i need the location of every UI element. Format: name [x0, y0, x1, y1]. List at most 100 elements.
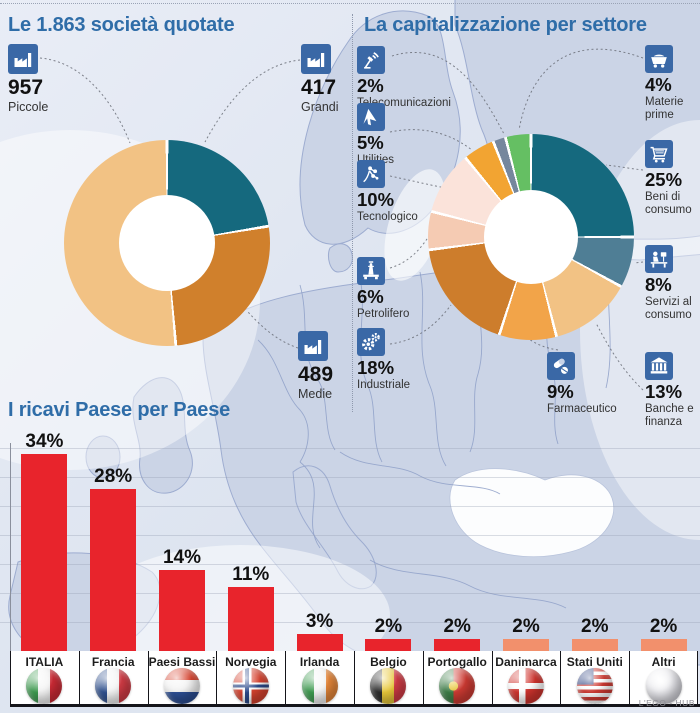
bank-icon	[645, 352, 673, 380]
bar-francia	[90, 489, 137, 651]
top-dotted-divider	[0, 3, 700, 4]
sector-label: Servizi al consumo	[645, 296, 692, 321]
bar-stati-uniti	[571, 639, 618, 651]
callout-piccole: 957 Piccole	[8, 44, 118, 114]
antenna-icon	[357, 46, 385, 74]
country-label: Portogallo	[427, 655, 487, 669]
bar-irlanda	[296, 634, 343, 651]
country-label: Belgio	[370, 655, 407, 669]
bar-value-label: 28%	[94, 466, 133, 487]
country-label: ITALIA	[25, 655, 64, 669]
sector-label: Materie prime	[645, 96, 684, 121]
grandi-count: 417	[301, 76, 337, 99]
country-label: Stati Uniti	[566, 655, 623, 669]
companies-donut-chart	[64, 140, 270, 346]
bar-norvegia	[227, 587, 274, 651]
country-label: Francia	[91, 655, 135, 669]
country-label: Paesi Bassi	[148, 655, 216, 669]
bar-danimarca	[503, 639, 549, 651]
bar-value-label: 2%	[443, 616, 471, 637]
medie-label: Medie	[298, 387, 333, 401]
oil-rig-icon	[357, 257, 385, 285]
sector-tecnologico: 10% Tecnologico	[357, 160, 507, 224]
sector-label: Tecnologico	[357, 211, 418, 223]
sector-percent: 18%	[357, 357, 395, 378]
bar-value-label: 2%	[649, 616, 678, 637]
sector-label: Beni di consumo	[645, 191, 692, 216]
bar-belgio	[365, 639, 412, 651]
piccole-count: 957	[8, 76, 44, 99]
sector-petrolifero: 6% Petrolifero	[357, 257, 507, 321]
sectors-chart-title: La capitalizzazione per settore	[364, 14, 647, 36]
sector-servizi-al-consumo: 8% Servizi al consumo	[645, 245, 700, 321]
bar-value-label: 2%	[512, 616, 540, 637]
france-flag-icon	[95, 668, 132, 704]
revenue-chart-title: I ricavi Paese per Paese	[8, 399, 231, 421]
section-dotted-divider	[352, 14, 353, 412]
sectors-donut-chart	[428, 134, 634, 340]
sector-beni-di-consumo: 25% Beni di consumo	[645, 140, 700, 216]
sector-label: Industriale	[357, 379, 411, 391]
bottom-rule	[10, 704, 700, 707]
sector-percent: 8%	[645, 274, 672, 295]
ireland-flag-icon	[301, 668, 338, 704]
sector-farmaceutico: 9% Farmaceutico	[547, 352, 657, 416]
piccole-label: Piccole	[8, 100, 49, 114]
country-label: Irlanda	[299, 655, 340, 669]
usa-flag-icon	[576, 668, 613, 704]
credit-text: L'EGO - HUB	[638, 698, 695, 708]
sector-percent: 2%	[357, 75, 384, 96]
bar-italia	[21, 454, 68, 651]
callout-medie: 489 Medie	[298, 331, 408, 401]
callout-grandi: 417 Grandi	[301, 44, 411, 114]
mine-cart-icon	[645, 45, 673, 73]
bar-value-label: 11%	[232, 564, 270, 585]
sector-percent: 6%	[357, 286, 384, 307]
bar-value-label: 2%	[374, 616, 403, 637]
country-label: Altri	[651, 655, 676, 669]
denmark-flag-icon	[508, 668, 544, 704]
country-label: Norvegia	[225, 655, 277, 669]
factory-icon	[301, 44, 331, 74]
pills-icon	[547, 352, 575, 380]
bar-value-label: 34%	[25, 431, 64, 452]
gears-icon	[357, 328, 385, 356]
sector-utilities: 5%Utilities	[357, 103, 507, 167]
sector-percent: 13%	[645, 381, 683, 402]
gridline	[0, 477, 700, 478]
sector-label: Banche e finanza	[645, 403, 694, 428]
bar-value-label: 3%	[305, 611, 334, 632]
gridline	[0, 622, 700, 623]
sector-industriale: 18% Industriale	[357, 328, 507, 392]
bar-altri	[640, 639, 687, 651]
sector-percent: 25%	[645, 169, 683, 190]
gridline	[0, 535, 700, 536]
grandi-label: Grandi	[301, 100, 339, 114]
sector-percent: 4%	[645, 74, 672, 95]
sector-telecomunicazioni: 2% Telecomunicazioni	[357, 46, 507, 110]
desk-worker-icon	[645, 245, 673, 273]
norway-flag-icon	[232, 668, 269, 704]
cursor-icon	[357, 103, 385, 131]
portugal-flag-icon	[439, 668, 476, 704]
sector-banche-e-finanza: 13% Banche e finanza	[645, 352, 700, 428]
gridline	[0, 506, 700, 507]
sector-materie-prime: 4% Materie prime	[645, 45, 700, 121]
factory-icon	[298, 331, 328, 361]
sector-label: Farmaceutico	[547, 403, 617, 415]
sector-percent: 10%	[357, 189, 395, 210]
generic-flag-icon	[645, 668, 682, 704]
gridline	[0, 564, 700, 565]
y-axis-line	[10, 443, 11, 651]
medie-count: 489	[298, 363, 334, 386]
factory-icon	[8, 44, 38, 74]
donut-hole	[484, 190, 578, 284]
bar-portogallo	[434, 639, 481, 651]
bar-paesi-bassi	[159, 570, 205, 651]
bar-value-label: 14%	[162, 547, 201, 568]
circuit-icon	[357, 160, 385, 188]
country-label: Danimarca	[495, 655, 557, 669]
sector-percent: 5%	[357, 132, 384, 153]
belgium-flag-icon	[370, 668, 407, 704]
